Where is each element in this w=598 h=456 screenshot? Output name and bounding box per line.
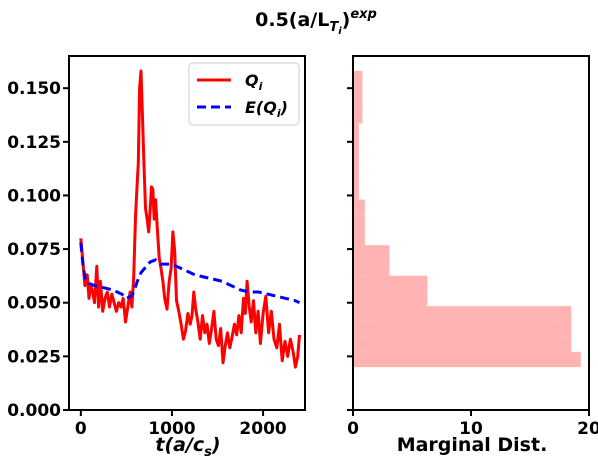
histogram-bar — [353, 275, 428, 291]
right-axes-frame — [352, 55, 590, 411]
left-y-tick-label: 0.000 — [7, 401, 61, 421]
histogram-bar — [353, 306, 572, 322]
histogram-bars — [353, 71, 581, 368]
left-y-tick-label: 0.025 — [7, 347, 61, 367]
left-axes-frame — [68, 55, 306, 411]
time-series-lines — [79, 69, 301, 369]
histogram-bar — [353, 169, 359, 185]
marginal-distribution-panel: 0 10 20 Marginal Dist. — [347, 55, 598, 456]
legend: Qi E(Qi) — [188, 62, 300, 126]
left-x-tick-label: 0 — [75, 419, 87, 439]
histogram-bar — [353, 138, 359, 154]
left-y-ticks: 0.000 0.025 0.050 0.075 0.100 0.125 0.150 — [7, 79, 69, 421]
histogram-bar — [353, 77, 363, 93]
histogram-bar — [353, 199, 365, 215]
time-series-panel: 0.000 0.025 0.050 0.075 0.100 0.125 0.150 0 100… — [7, 55, 306, 456]
right-x-tick-label: 0 — [347, 419, 359, 439]
histogram-bar — [353, 214, 365, 230]
left-y-tick-label: 0.100 — [7, 186, 61, 206]
histogram-bar — [353, 245, 390, 261]
histogram-bar — [353, 108, 363, 124]
series-line-eqi — [79, 242, 301, 305]
histogram-bar — [353, 351, 581, 368]
histogram-bar — [353, 153, 359, 170]
histogram-bar — [353, 260, 390, 276]
left-y-tick-label: 0.150 — [7, 79, 61, 99]
left-y-tick-label: 0.125 — [7, 133, 61, 153]
left-x-tick-label: 2000 — [239, 419, 286, 439]
left-y-tick-label: 0.050 — [7, 294, 61, 314]
histogram-bar — [353, 184, 359, 200]
histogram-bar — [353, 123, 359, 139]
right-x-ticks: 0 10 20 — [347, 410, 598, 439]
right-x-axis-label: Marginal Dist. — [397, 434, 548, 456]
left-x-tick-label: 1000 — [148, 419, 195, 439]
legend-label-qi: Qi — [245, 71, 263, 93]
left-y-tick-label: 0.075 — [7, 240, 61, 260]
right-x-tick-label: 20 — [577, 419, 598, 439]
histogram-bar — [353, 321, 572, 337]
histogram-bar — [353, 336, 572, 352]
histogram-bar — [353, 290, 428, 307]
right-x-tick-label: 10 — [459, 419, 483, 439]
legend-label-eqi: E(Qi) — [245, 98, 288, 120]
histogram-bar — [353, 71, 363, 78]
histogram-bar — [353, 229, 365, 246]
series-line-qi — [79, 69, 301, 369]
figure-title: 0.5(a/LTi)exp — [255, 7, 377, 37]
left-x-axis-label: t(a/cs) — [155, 434, 220, 456]
histogram-bar — [353, 92, 363, 109]
